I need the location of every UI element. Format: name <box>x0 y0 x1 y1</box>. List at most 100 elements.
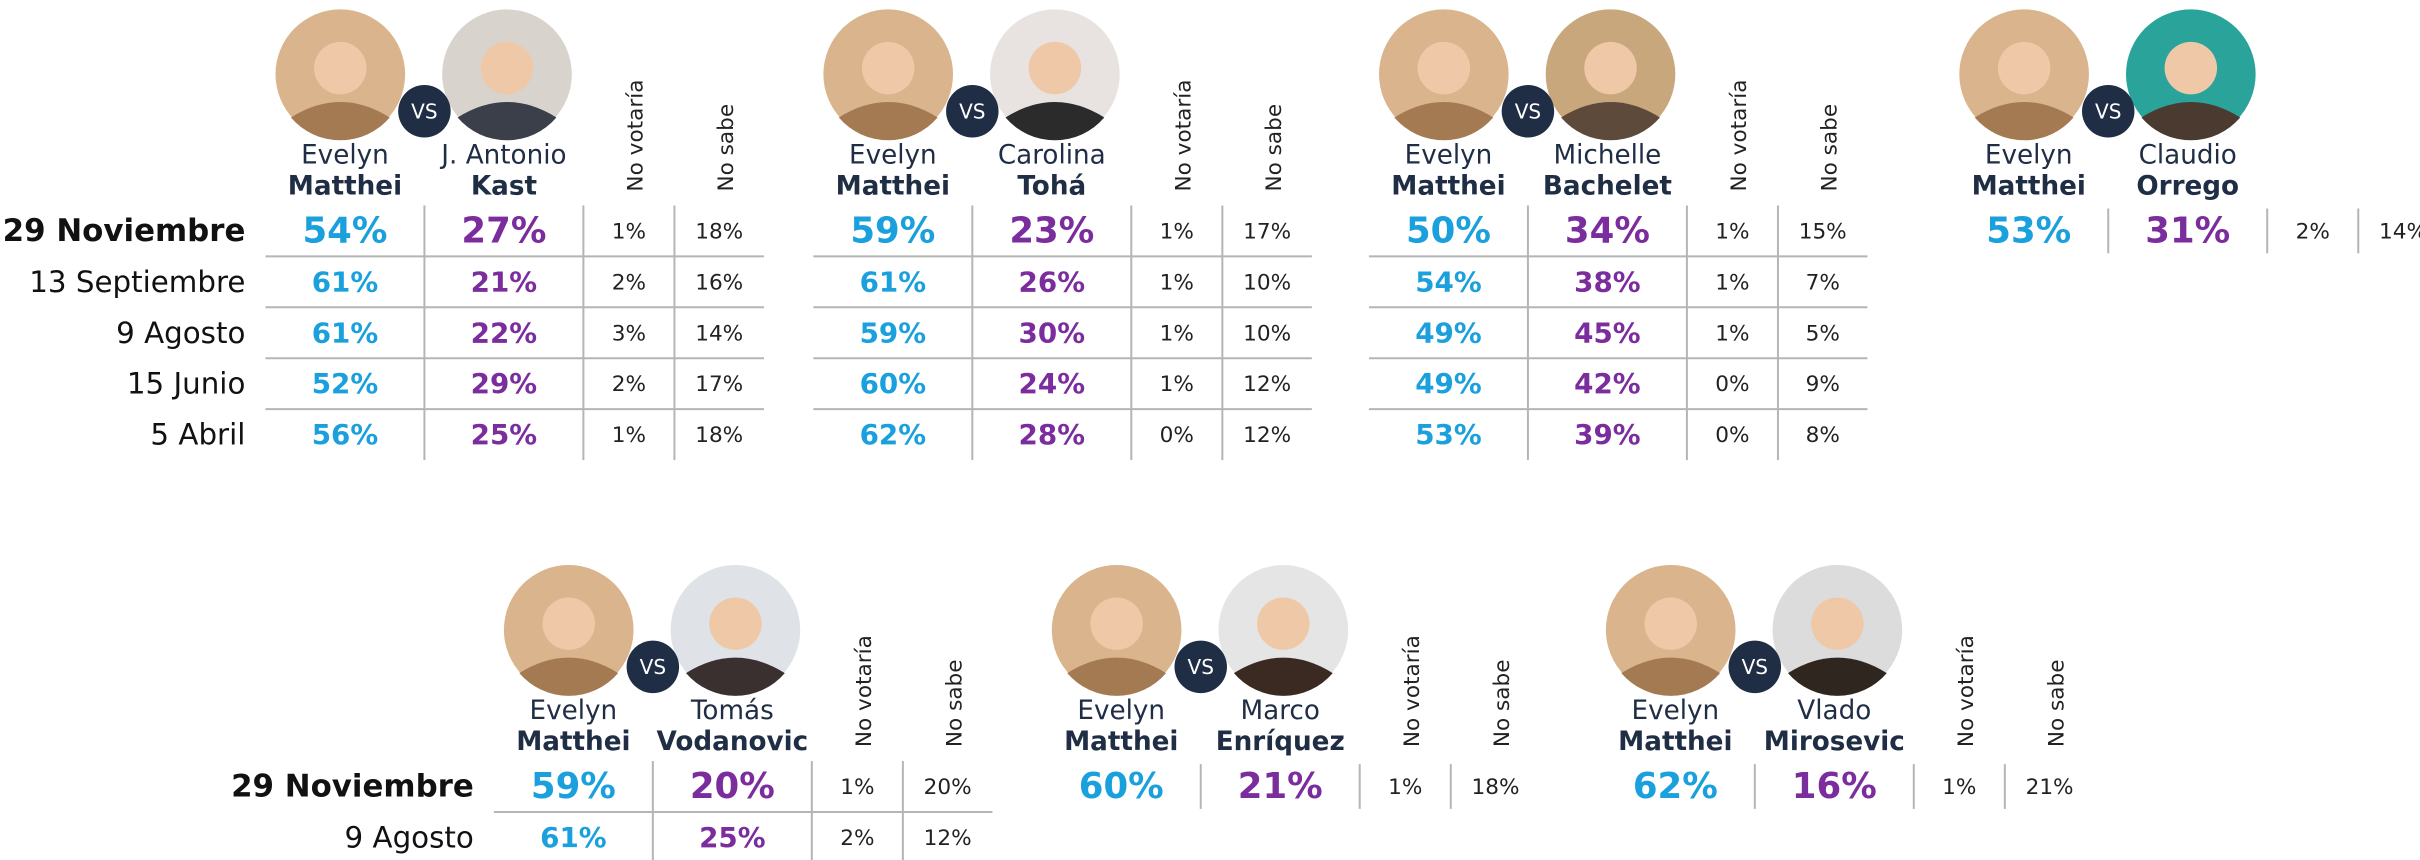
value-no-votaria: 3% <box>612 321 646 346</box>
column-header: No sabe <box>1490 659 1515 747</box>
value-rival: 27% <box>461 210 546 251</box>
value-no-votaria: 0% <box>1715 372 1749 397</box>
value-rival: 34% <box>1565 210 1650 251</box>
value-matthei: 53% <box>1415 418 1481 451</box>
value-no-votaria: 2% <box>840 826 874 851</box>
value-matthei: 59% <box>850 210 935 251</box>
value-rival: 31% <box>2145 210 2230 251</box>
value-no-sabe: 18% <box>695 423 743 448</box>
candidate-first-name: Claudio <box>2139 141 2237 171</box>
value-no-sabe: 18% <box>695 219 743 244</box>
value-matthei: 52% <box>312 367 378 400</box>
candidate-first-name: Evelyn <box>1632 696 1720 726</box>
candidate-last-name: Bachelet <box>1543 171 1672 201</box>
date-label: 29 Noviembre <box>3 213 246 249</box>
date-label: 9 Agosto <box>345 820 474 854</box>
value-no-sabe: 17% <box>695 372 743 397</box>
value-no-sabe: 8% <box>1806 423 1840 448</box>
vs-badge <box>626 640 680 694</box>
photo-body <box>1787 657 1887 696</box>
photo-body <box>686 657 785 696</box>
value-no-votaria: 2% <box>612 270 646 295</box>
candidate-last-name: Mirosevic <box>1764 727 1905 757</box>
value-matthei: 59% <box>531 766 616 807</box>
column-header: No sabe <box>714 104 739 192</box>
column-header: No sabe <box>2044 659 2069 747</box>
candidate-first-name: Tomás <box>690 696 774 726</box>
value-rival: 28% <box>1019 418 1085 451</box>
value-matthei: 62% <box>1633 766 1718 807</box>
photo-body <box>1067 657 1167 696</box>
candidate-last-name: Orrego <box>2136 171 2239 201</box>
value-no-sabe: 7% <box>1806 270 1840 295</box>
vs-label: VS <box>1188 655 1214 679</box>
value-no-votaria: 1% <box>1715 321 1749 346</box>
value-no-votaria: 1% <box>612 423 646 448</box>
value-no-sabe: 20% <box>924 775 972 800</box>
photo-body <box>290 102 390 141</box>
value-no-sabe: 5% <box>1806 321 1840 346</box>
photo-body <box>1394 102 1494 141</box>
photo-face <box>1811 597 1864 650</box>
value-rival: 22% <box>471 316 537 349</box>
photo-body <box>1005 102 1105 141</box>
value-no-sabe: 16% <box>695 270 743 295</box>
vs-badge <box>1501 85 1555 138</box>
candidate-first-name: Michelle <box>1554 141 1662 171</box>
value-no-sabe: 12% <box>1243 372 1291 397</box>
photo-body <box>1561 102 1660 141</box>
value-matthei: 54% <box>302 210 387 251</box>
candidate-first-name: Evelyn <box>530 696 618 726</box>
value-matthei: 54% <box>1415 265 1481 298</box>
value-rival: 25% <box>471 418 537 451</box>
value-no-sabe: 10% <box>1243 321 1291 346</box>
value-no-sabe: 12% <box>1243 423 1291 448</box>
vs-label: VS <box>1742 655 1768 679</box>
value-matthei: 61% <box>312 265 378 298</box>
column-header: No votaría <box>1172 80 1197 192</box>
value-no-votaria: 1% <box>1388 775 1422 800</box>
candidate-last-name: Matthei <box>288 171 402 201</box>
value-no-votaria: 1% <box>1715 270 1749 295</box>
column-header: No sabe <box>1817 104 1842 192</box>
value-rival: 39% <box>1574 418 1640 451</box>
column-header: No votaría <box>1400 635 1425 747</box>
candidate-last-name: Matthei <box>1064 727 1178 757</box>
value-no-votaria: 1% <box>1715 219 1749 244</box>
candidate-first-name: Vlado <box>1797 696 1871 726</box>
vs-badge <box>2082 85 2135 138</box>
vs-label: VS <box>959 99 985 123</box>
value-no-votaria: 0% <box>1715 423 1749 448</box>
value-matthei: 61% <box>312 316 378 349</box>
value-no-votaria: 1% <box>840 775 874 800</box>
value-no-votaria: 2% <box>2296 219 2330 244</box>
vs-label: VS <box>2095 99 2121 123</box>
value-no-sabe: 21% <box>2026 775 2074 800</box>
candidate-last-name: Matthei <box>1972 171 2086 201</box>
candidate-first-name: Evelyn <box>849 141 937 171</box>
candidate-last-name: Vodanovic <box>657 727 809 757</box>
value-no-sabe: 12% <box>924 826 972 851</box>
value-matthei: 49% <box>1415 367 1481 400</box>
photo-face <box>1644 597 1697 650</box>
value-rival: 24% <box>1019 367 1085 400</box>
column-header: No votaría <box>624 80 649 192</box>
candidate-first-name: Marco <box>1241 696 1320 726</box>
value-matthei: 53% <box>1986 210 2071 251</box>
date-label: 9 Agosto <box>116 316 245 350</box>
value-no-votaria: 1% <box>1160 270 1194 295</box>
date-label: 13 Septiembre <box>29 265 245 299</box>
vs-badge <box>398 85 451 138</box>
photo-body <box>838 102 938 141</box>
photo-body <box>1974 102 2074 141</box>
candidate-last-name: Enríquez <box>1216 727 1345 757</box>
value-no-votaria: 1% <box>1160 321 1194 346</box>
value-matthei: 62% <box>860 418 926 451</box>
value-no-votaria: 0% <box>1160 423 1194 448</box>
value-matthei: 61% <box>860 265 926 298</box>
candidate-last-name: Matthei <box>836 171 950 201</box>
value-no-sabe: 14% <box>695 321 743 346</box>
value-matthei: 60% <box>860 367 926 400</box>
value-no-sabe: 15% <box>1799 219 1847 244</box>
candidate-last-name: Matthei <box>1391 171 1505 201</box>
